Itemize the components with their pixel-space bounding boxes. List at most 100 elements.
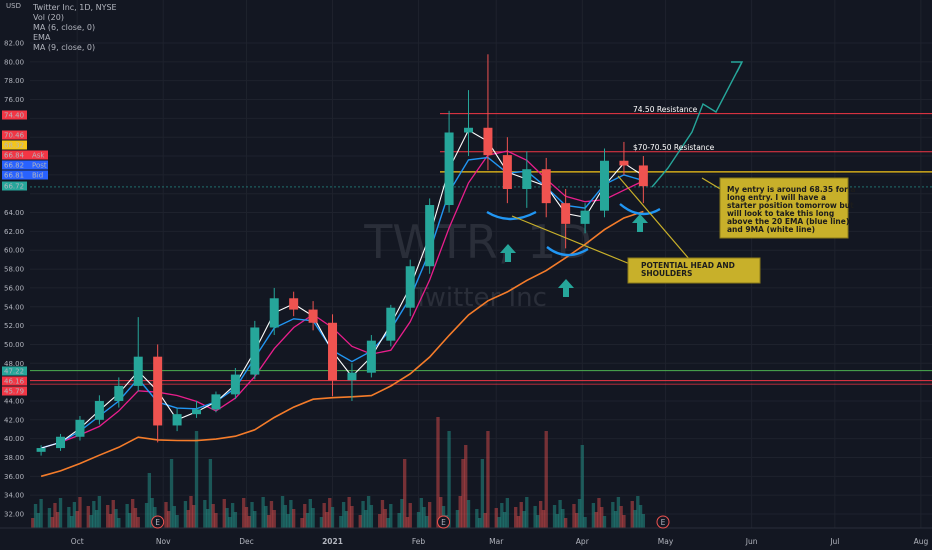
time-axis-bg <box>0 528 932 550</box>
candle-body <box>56 436 66 449</box>
volume-bar <box>577 499 582 528</box>
left-shoulder-arc <box>486 210 537 221</box>
volume-bar <box>539 501 543 528</box>
price-tick-label: 80.00 <box>4 58 24 66</box>
earnings-marker-label: E <box>155 518 160 527</box>
volume-bar <box>183 501 188 528</box>
volume-bar <box>350 506 354 528</box>
volume-bar <box>447 431 451 528</box>
indicator-volume[interactable]: Vol (20) <box>33 13 64 22</box>
volume-bar <box>347 497 351 528</box>
volume-bar <box>36 513 40 528</box>
volume-bar <box>300 518 304 528</box>
up-arrow-icon <box>500 244 516 262</box>
volume-bar <box>541 510 546 528</box>
price-tick-label: 42.00 <box>4 416 24 424</box>
volume-bar <box>638 505 643 528</box>
earnings-marker <box>151 515 165 529</box>
volume-bar <box>361 501 365 528</box>
volume-bar <box>475 509 479 528</box>
symbol-line[interactable]: Twitter Inc, 1D, NYSE <box>33 3 117 12</box>
volume-bar <box>477 518 482 528</box>
candle-body <box>366 340 376 373</box>
time-tick-label: Apr <box>576 537 590 546</box>
price-tag-value: 46.16 <box>4 378 25 386</box>
volume-bar <box>250 502 254 528</box>
time-tick-label: Feb <box>412 537 426 546</box>
volume-bar <box>175 515 179 528</box>
hs-pointer-line <box>617 175 691 261</box>
price-tick-label: 48.00 <box>4 360 24 368</box>
volume-bar <box>108 514 113 528</box>
earnings-marker-label: E <box>661 518 666 527</box>
volume-bar <box>594 512 598 528</box>
up-arrow-icon <box>632 214 648 232</box>
candle-body <box>289 298 299 310</box>
volume-bar <box>164 502 168 528</box>
volume-bar <box>386 518 390 528</box>
watermark-ticker: TWTR, 1D <box>363 215 592 269</box>
indicator-ema[interactable]: EMA <box>33 33 51 42</box>
price-tag <box>2 170 48 180</box>
time-tick-label: Nov <box>156 537 171 546</box>
candle-body <box>172 414 182 426</box>
candle-body <box>192 409 202 415</box>
volume-bar <box>497 517 501 528</box>
volume-bar <box>461 459 465 528</box>
volume-bar <box>328 498 332 528</box>
time-tick-label: May <box>658 537 674 546</box>
candle-body <box>502 155 512 190</box>
candle-body <box>308 309 318 323</box>
price-tick-label: 54.00 <box>4 303 24 311</box>
candle-body <box>464 127 474 133</box>
price-tag-value: 66.82 <box>4 162 24 170</box>
time-tick-label: Mar <box>489 537 504 546</box>
volume-bar <box>225 508 229 528</box>
indicator-ma6[interactable]: MA (6, close, 0) <box>33 23 96 32</box>
price-tick-label: 78.00 <box>4 77 24 85</box>
volume-bar <box>264 506 268 528</box>
volume-bar <box>616 497 621 528</box>
price-tick-label: 56.00 <box>4 284 24 292</box>
volume-bar <box>56 512 60 528</box>
price-tag-value: 70.46 <box>4 132 25 140</box>
candle-body <box>133 356 143 386</box>
volume-bar <box>33 504 38 528</box>
price-tag <box>2 160 48 170</box>
volume-bar <box>169 459 174 528</box>
volume-bar <box>494 508 498 528</box>
volume-bar <box>283 505 288 528</box>
price-tick-label: 36.00 <box>4 473 24 481</box>
volume-bar <box>486 431 490 528</box>
price-tick-label: 82.00 <box>4 40 24 48</box>
price-tick-label: 32.00 <box>4 511 24 519</box>
indicator-ma9[interactable]: MA (9, close, 0) <box>33 43 96 52</box>
volume-bar <box>86 506 90 528</box>
price-tag <box>2 366 27 376</box>
volume-bar <box>289 500 293 528</box>
candle-body <box>561 203 571 224</box>
volume-bar <box>303 504 307 528</box>
volume-bar <box>172 506 176 528</box>
volume-bar <box>380 500 385 528</box>
volume-bar <box>636 496 640 528</box>
hs-pointer-line <box>511 215 631 265</box>
volume-bar <box>39 499 43 528</box>
volume-bar <box>242 498 246 528</box>
volume-bar <box>633 510 637 528</box>
volume-bar <box>602 516 607 528</box>
volume-bar <box>583 517 587 528</box>
volume-bar <box>344 511 349 528</box>
projection-arrowhead-icon <box>731 61 744 73</box>
volume-bar <box>97 496 102 528</box>
volume-bar <box>425 516 429 528</box>
volume-bar <box>267 515 271 528</box>
ema20-line <box>40 156 644 449</box>
volume-bar <box>405 517 410 528</box>
moving-averages <box>40 129 644 478</box>
volume-bar <box>205 509 210 528</box>
price-tag-value: 45.79 <box>4 388 24 396</box>
price-tick-label: 60.00 <box>4 247 24 255</box>
candle-body <box>425 205 435 267</box>
